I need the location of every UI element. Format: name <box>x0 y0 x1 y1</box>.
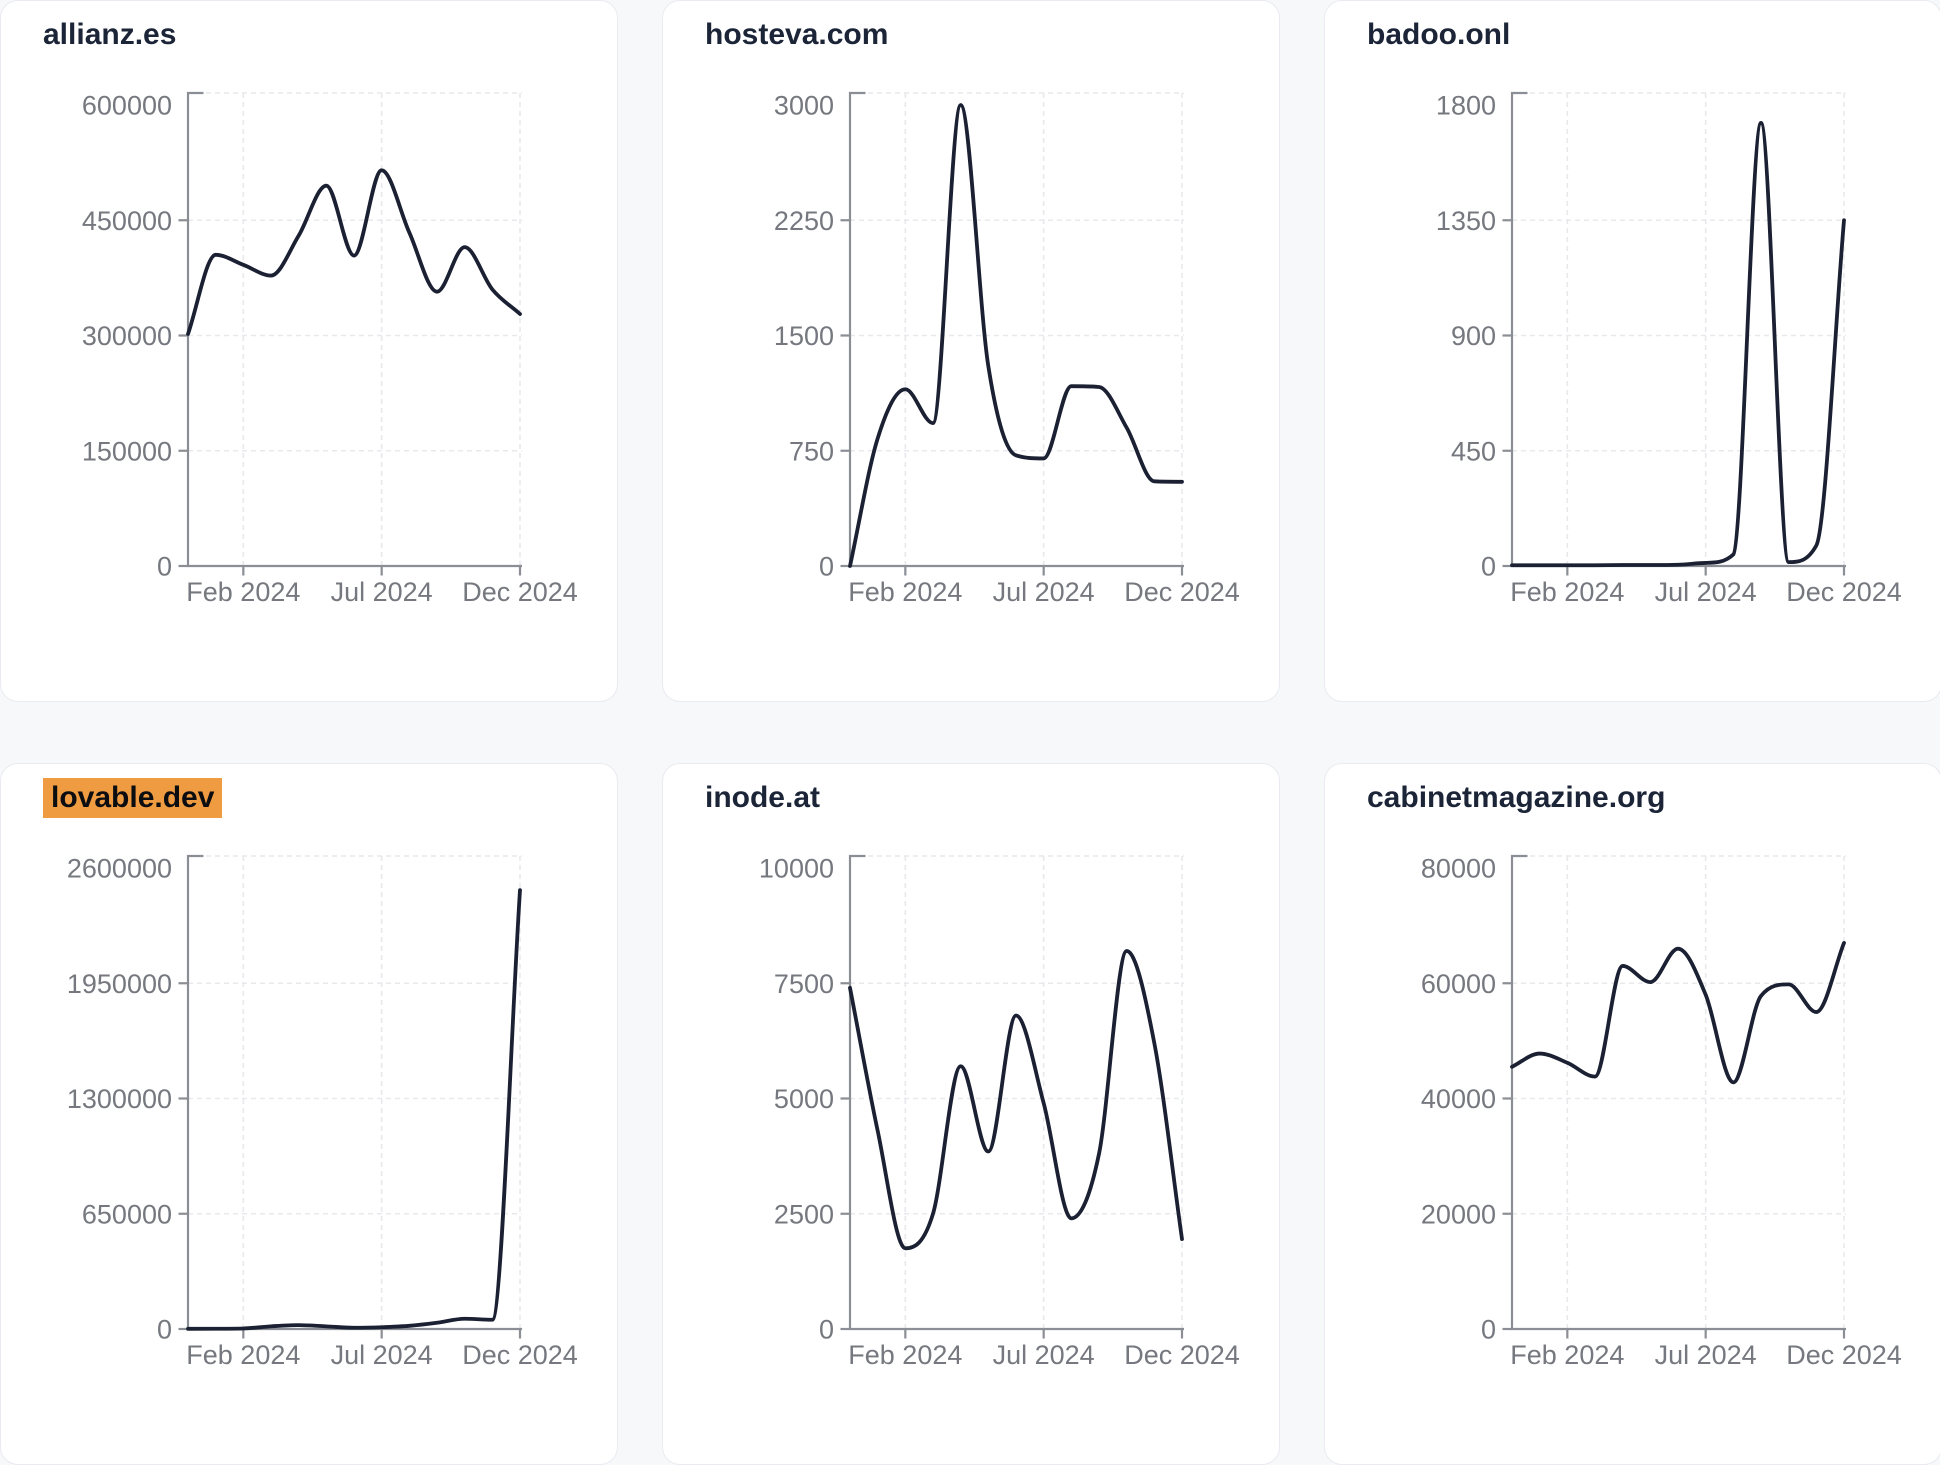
y-tick-label: 450 <box>1451 436 1496 466</box>
axis-lines <box>186 854 522 1331</box>
x-tick-label: Jul 2024 <box>993 1340 1095 1370</box>
y-tick-label: 10000 <box>759 854 834 884</box>
series-line <box>186 168 522 336</box>
chart-card-inode: inode.at 10000 7500 5000 2500 0 Feb 2024 Jul 2… <box>662 763 1280 1465</box>
chart-card-cabinetmagazine: cabinetmagazine.org 80000 60000 40000 20000… <box>1324 763 1940 1465</box>
axis-lines <box>848 854 1184 1331</box>
y-tick-label: 0 <box>157 552 172 582</box>
y-tick-label: 5000 <box>774 1084 834 1114</box>
line-chart: 2600000 1950000 1300000 650000 0 Feb 2024 Jul … <box>67 854 578 1371</box>
y-tick-label: 300000 <box>82 321 172 351</box>
line-chart: 600000 450000 300000 150000 0 Feb 2024 Jul 202… <box>82 91 578 608</box>
x-tick-label: Feb 2024 <box>186 577 300 607</box>
y-tick-label: 1500 <box>774 321 834 351</box>
x-tick-label: Jul 2024 <box>1655 577 1757 607</box>
line-chart: 1800 1350 900 450 0 Feb 2024 Jul 2024 Dec 2024 <box>1436 91 1902 608</box>
domain-label: allianz.es <box>43 18 177 51</box>
series-line <box>848 103 1184 568</box>
x-tick-label: Dec 2024 <box>462 1340 578 1370</box>
chart-card-hosteva: hosteva.com 3000 2250 1500 750 0 Feb 2024 Jul … <box>662 0 1280 702</box>
y-tick-label: 0 <box>1481 552 1496 582</box>
axis-lines <box>1510 91 1846 568</box>
domain-label: badoo.onl <box>1367 18 1511 51</box>
axis-lines <box>186 91 522 568</box>
y-tick-label: 600000 <box>82 91 172 121</box>
y-tick-label: 60000 <box>1421 969 1496 999</box>
y-tick-label: 150000 <box>82 436 172 466</box>
chart-title: lovable.dev <box>43 778 223 818</box>
y-tick-label: 750 <box>789 436 834 466</box>
x-tick-label: Feb 2024 <box>1510 577 1624 607</box>
chart-card-allianz: allianz.es 600000 450000 300000 150000 0 Feb … <box>0 0 618 702</box>
y-tick-label: 80000 <box>1421 854 1496 884</box>
domain-label: hosteva.com <box>705 18 889 51</box>
x-tick-label: Feb 2024 <box>848 1340 962 1370</box>
y-tick-label: 0 <box>819 1315 834 1345</box>
y-tick-label: 1800 <box>1436 91 1496 121</box>
y-tick-label: 650000 <box>82 1199 172 1229</box>
y-tick-label: 40000 <box>1421 1084 1496 1114</box>
series-line <box>848 949 1184 1251</box>
x-tick-label: Dec 2024 <box>462 577 578 607</box>
y-tick-label: 0 <box>157 1315 172 1345</box>
y-tick-label: 20000 <box>1421 1199 1496 1229</box>
line-chart: 10000 7500 5000 2500 0 Feb 2024 Jul 2024 Dec 20… <box>759 854 1240 1371</box>
x-tick-label: Jul 2024 <box>993 577 1095 607</box>
series-line <box>1510 941 1846 1085</box>
y-tick-label: 0 <box>1481 1315 1496 1345</box>
y-tick-label: 900 <box>1451 321 1496 351</box>
series-line <box>186 888 522 1331</box>
x-tick-label: Dec 2024 <box>1124 1340 1240 1370</box>
y-tick-label: 0 <box>819 552 834 582</box>
line-chart: 80000 60000 40000 20000 0 Feb 2024 Jul 2024 Dec… <box>1421 854 1902 1371</box>
x-tick-label: Jul 2024 <box>331 577 433 607</box>
chart-card-lovable: lovable.dev 2600000 1950000 1300000 650000 0… <box>0 763 618 1465</box>
chart-title: inode.at <box>705 780 820 816</box>
domain-label: cabinetmagazine.org <box>1367 781 1666 814</box>
line-chart: 3000 2250 1500 750 0 Feb 2024 Jul 2024 Dec 2024 <box>774 91 1240 608</box>
domain-label: inode.at <box>705 781 821 814</box>
chart-title: hosteva.com <box>705 17 888 53</box>
y-tick-label: 1350 <box>1436 206 1496 236</box>
chart-title: cabinetmagazine.org <box>1367 780 1665 816</box>
domain-label-highlighted: lovable.dev <box>43 778 223 818</box>
axis-lines <box>848 91 1184 568</box>
series-line <box>1510 121 1846 568</box>
x-tick-label: Feb 2024 <box>1510 1340 1624 1370</box>
y-tick-label: 1300000 <box>67 1084 172 1114</box>
x-tick-label: Dec 2024 <box>1786 577 1902 607</box>
x-tick-label: Dec 2024 <box>1124 577 1240 607</box>
x-tick-label: Jul 2024 <box>1655 1340 1757 1370</box>
y-tick-label: 450000 <box>82 206 172 236</box>
chart-card-badoo: badoo.onl 1800 1350 900 450 0 Feb 2024 Jul 202… <box>1324 0 1940 702</box>
x-tick-label: Feb 2024 <box>186 1340 300 1370</box>
chart-title: allianz.es <box>43 17 176 53</box>
y-tick-label: 2250 <box>774 206 834 236</box>
x-tick-label: Feb 2024 <box>848 577 962 607</box>
axis-lines <box>1510 854 1846 1331</box>
x-tick-label: Dec 2024 <box>1786 1340 1902 1370</box>
chart-title: badoo.onl <box>1367 17 1510 53</box>
y-tick-label: 1950000 <box>67 969 172 999</box>
y-tick-label: 2600000 <box>67 854 172 884</box>
y-tick-label: 3000 <box>774 91 834 121</box>
y-tick-label: 7500 <box>774 969 834 999</box>
x-tick-label: Jul 2024 <box>331 1340 433 1370</box>
y-tick-label: 2500 <box>774 1199 834 1229</box>
